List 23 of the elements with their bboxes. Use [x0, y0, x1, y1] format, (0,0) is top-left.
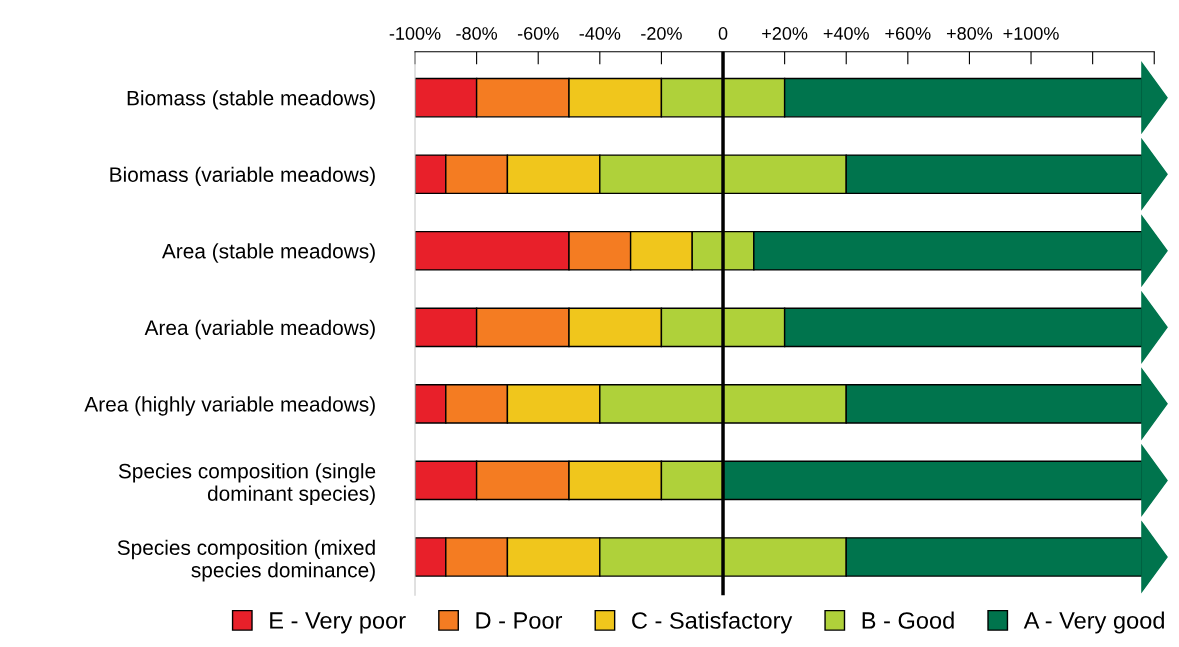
x-tick-label: -40%	[579, 27, 621, 40]
x-tick-label: -80%	[456, 27, 498, 40]
x-tick-label: -100%	[389, 27, 441, 40]
legend-label: E - Very poor	[270, 612, 406, 634]
x-tick-label: +20%	[762, 27, 808, 40]
y-tick-label: Species composition (mixed species dominance)	[117, 539, 375, 582]
legend-label: B - Good	[862, 611, 954, 629]
y-tick-label: Area (variable meadows)	[144, 319, 375, 340]
y-tick-label: Species composition (single dominant species)	[118, 463, 376, 506]
y-tick-label: Biomass (stable meadows)	[127, 90, 375, 110]
x-tick-label: +40%	[823, 27, 869, 40]
x-tick-label: +100%	[1003, 27, 1059, 40]
legend-label: D - Poor	[476, 612, 563, 629]
x-tick-label: +80%	[946, 27, 993, 40]
y-tick-label: Area (stable meadows)	[161, 243, 375, 263]
x-tick-label: -20%	[641, 27, 682, 40]
y-tick-label: Biomass (variable meadows)	[110, 166, 375, 187]
x-tick-label: 0	[718, 27, 728, 40]
legend-label: A - Very good	[1023, 611, 1164, 634]
x-tick-label: -60%	[517, 27, 559, 40]
x-tick-label: +60%	[885, 27, 931, 40]
legend-label: C - Satisfactory	[632, 611, 793, 634]
y-tick-label: Area (highly variable meadows)	[84, 396, 375, 416]
